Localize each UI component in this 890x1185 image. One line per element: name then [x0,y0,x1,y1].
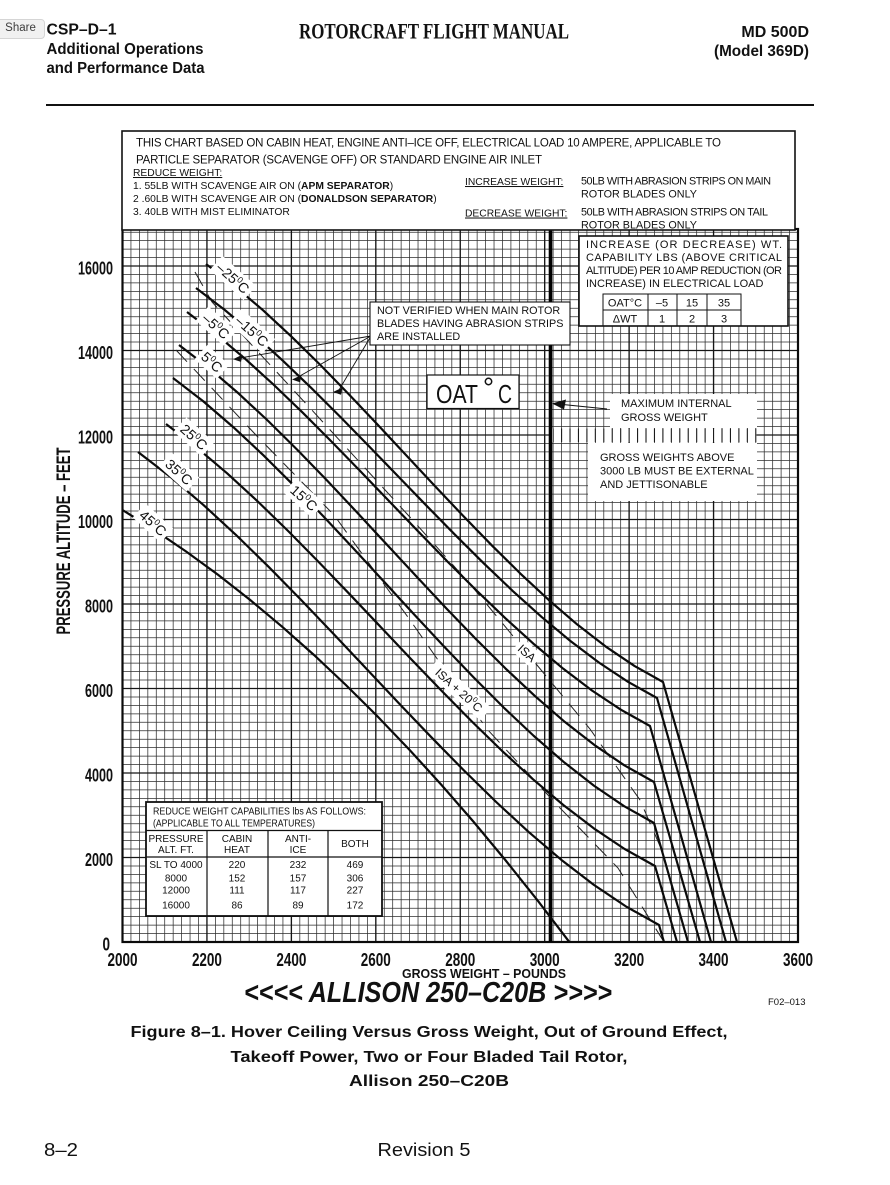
svg-text:8000: 8000 [165,874,188,885]
svg-text:2800: 2800 [445,950,475,970]
svg-text:3000: 3000 [530,950,560,970]
svg-text:C: C [498,379,512,409]
svg-text:16000: 16000 [78,258,113,278]
svg-text:NOT VERIFIED WHEN MAIN ROTOR: NOT VERIFIED WHEN MAIN ROTOR [377,305,560,317]
svg-text:OAT°C: OAT°C [608,298,642,310]
svg-text:306: 306 [347,874,364,885]
svg-text:50LB WITH ABRASION STRIPS ON M: 50LB WITH ABRASION STRIPS ON MAIN [581,176,771,188]
svg-text:GROSS WEIGHT – POUNDS: GROSS WEIGHT – POUNDS [402,966,566,981]
svg-text:3200: 3200 [614,950,644,970]
svg-text:SL TO 4000: SL TO 4000 [149,860,203,871]
svg-text:INCREASE (OR DECREASE) WT.: INCREASE (OR DECREASE) WT. [586,239,782,251]
svg-text:Revision 5: Revision 5 [378,1140,471,1160]
svg-text:PRESSURE ALTITUDE – FEET: PRESSURE ALTITUDE – FEET [54,447,75,634]
svg-text:157: 157 [290,874,307,885]
svg-text:THIS CHART BASED ON CABIN HEAT: THIS CHART BASED ON CABIN HEAT, ENGINE A… [136,138,721,150]
svg-text:227: 227 [347,886,364,897]
svg-text:CABIN: CABIN [222,834,253,845]
svg-text:4000: 4000 [85,765,113,785]
svg-text:REDUCE WEIGHT CAPABILITIES lbs: REDUCE WEIGHT CAPABILITIES lbs AS FOLLOW… [153,807,366,818]
svg-text:1: 1 [659,314,665,326]
svg-text:450C: 450C [136,506,170,539]
svg-text:AND JETTISONABLE: AND JETTISONABLE [600,479,708,491]
svg-text:2: 2 [689,314,695,326]
svg-text:Figure 8–1. Hover Ceiling Vers: Figure 8–1. Hover Ceiling Versus Gross W… [131,1024,728,1041]
svg-text:GROSS WEIGHT: GROSS WEIGHT [621,412,708,424]
svg-text:232: 232 [290,860,307,871]
svg-text:MAXIMUM INTERNAL: MAXIMUM INTERNAL [621,398,732,410]
svg-text:MD 500D: MD 500D [741,24,809,41]
svg-text:3: 3 [721,314,727,326]
svg-text:12000: 12000 [78,427,113,447]
svg-text:GROSS WEIGHTS ABOVE: GROSS WEIGHTS ABOVE [600,452,734,464]
svg-text:ROTORCRAFT FLIGHT MANUAL: ROTORCRAFT FLIGHT MANUAL [299,19,569,44]
svg-text:1. 55LB WITH SCAVENGE AIR ON (: 1. 55LB WITH SCAVENGE AIR ON (APM SEPARA… [133,181,393,192]
svg-text:2200: 2200 [192,950,222,970]
svg-text:ROTOR BLADES ONLY: ROTOR BLADES ONLY [581,189,697,201]
svg-text:2 .60LB WITH SCAVENGE AIR ON (: 2 .60LB WITH SCAVENGE AIR ON (DONALDSON … [133,194,437,205]
svg-text:86: 86 [231,901,243,912]
svg-text:3600: 3600 [783,950,813,970]
svg-text:ALTITUDE) PER 10 AMP REDUCTION: ALTITUDE) PER 10 AMP REDUCTION (OR [586,265,782,277]
svg-text:<<<< ALLISON 250–C20B >>>>: <<<< ALLISON 250–C20B >>>> [244,977,612,1009]
svg-text:8–2: 8–2 [44,1140,78,1160]
svg-text:3000 LB MUST BE EXTERNAL: 3000 LB MUST BE EXTERNAL [600,466,754,478]
svg-text:152: 152 [229,874,246,885]
svg-text:ANTI-: ANTI- [285,834,311,845]
svg-text:Additional Operations: Additional Operations [47,41,204,58]
svg-text:BOTH: BOTH [341,839,369,850]
svg-text:3400: 3400 [699,950,729,970]
svg-text:469: 469 [347,860,364,871]
svg-text:ΔWT: ΔWT [613,314,638,326]
svg-text:BLADES HAVING ABRASION STRIPS: BLADES HAVING ABRASION STRIPS [377,318,563,330]
svg-text:2000: 2000 [108,950,138,970]
svg-text:PRESSURE: PRESSURE [148,834,203,845]
svg-text:and Performance Data: and Performance Data [47,60,205,77]
svg-text:CAPABILITY LBS (ABOVE CRITICAL: CAPABILITY LBS (ABOVE CRITICAL [586,252,782,264]
svg-text:16000: 16000 [162,901,190,912]
svg-text:2400: 2400 [276,950,306,970]
svg-text:ALT. FT.: ALT. FT. [158,845,194,856]
svg-text:2600: 2600 [361,950,391,970]
svg-text:(APPLICABLE TO ALL TEMPERATURE: (APPLICABLE TO ALL TEMPERATURES) [153,819,315,830]
svg-text:2000: 2000 [85,850,113,870]
svg-text:Takeoff Power, Two or Four Bla: Takeoff Power, Two or Four Bladed Tail R… [231,1049,628,1066]
svg-text:REDUCE WEIGHT:: REDUCE WEIGHT: [133,168,222,179]
svg-text:150C: 150C [287,481,321,514]
svg-text:F02–013: F02–013 [768,997,806,1008]
svg-text:ROTOR BLADES ONLY: ROTOR BLADES ONLY [581,220,697,232]
svg-text:35: 35 [718,298,730,310]
svg-text:6000: 6000 [85,681,113,701]
svg-text:15: 15 [686,298,698,310]
svg-text:HEAT: HEAT [224,845,250,856]
svg-text:0: 0 [103,934,111,954]
svg-text:CSP–D–1: CSP–D–1 [47,22,117,39]
svg-text:PARTICLE SEPARATOR (SCAVENGE O: PARTICLE SEPARATOR (SCAVENGE OFF) OR STA… [136,155,542,167]
svg-text:3. 40LB WITH MIST ELIMINATOR: 3. 40LB WITH MIST ELIMINATOR [133,207,290,218]
svg-text:10000: 10000 [78,512,113,532]
svg-text:–5: –5 [656,298,668,310]
svg-text:Allison 250–C20B: Allison 250–C20B [349,1073,509,1090]
svg-text:220: 220 [229,860,246,871]
svg-text:89: 89 [292,901,304,912]
svg-text:111: 111 [229,886,245,897]
svg-text:117: 117 [290,886,306,897]
svg-text:OAT: OAT [436,379,478,409]
svg-text:ARE INSTALLED: ARE INSTALLED [377,331,460,343]
svg-text:14000: 14000 [78,343,113,363]
svg-text:INCREASE) IN ELECTRICAL LOAD: INCREASE) IN ELECTRICAL LOAD [586,278,764,290]
svg-text:INCREASE WEIGHT:: INCREASE WEIGHT: [465,177,563,188]
svg-text:DECREASE WEIGHT:: DECREASE WEIGHT: [465,209,567,220]
svg-text:ICE: ICE [290,845,307,856]
svg-text:12000: 12000 [162,886,190,897]
svg-text:172: 172 [347,901,364,912]
svg-text:8000: 8000 [85,596,113,616]
svg-text:(Model 369D): (Model 369D) [714,43,809,60]
svg-text:50LB WITH ABRASION STRIPS ON T: 50LB WITH ABRASION STRIPS ON TAIL [581,207,768,219]
